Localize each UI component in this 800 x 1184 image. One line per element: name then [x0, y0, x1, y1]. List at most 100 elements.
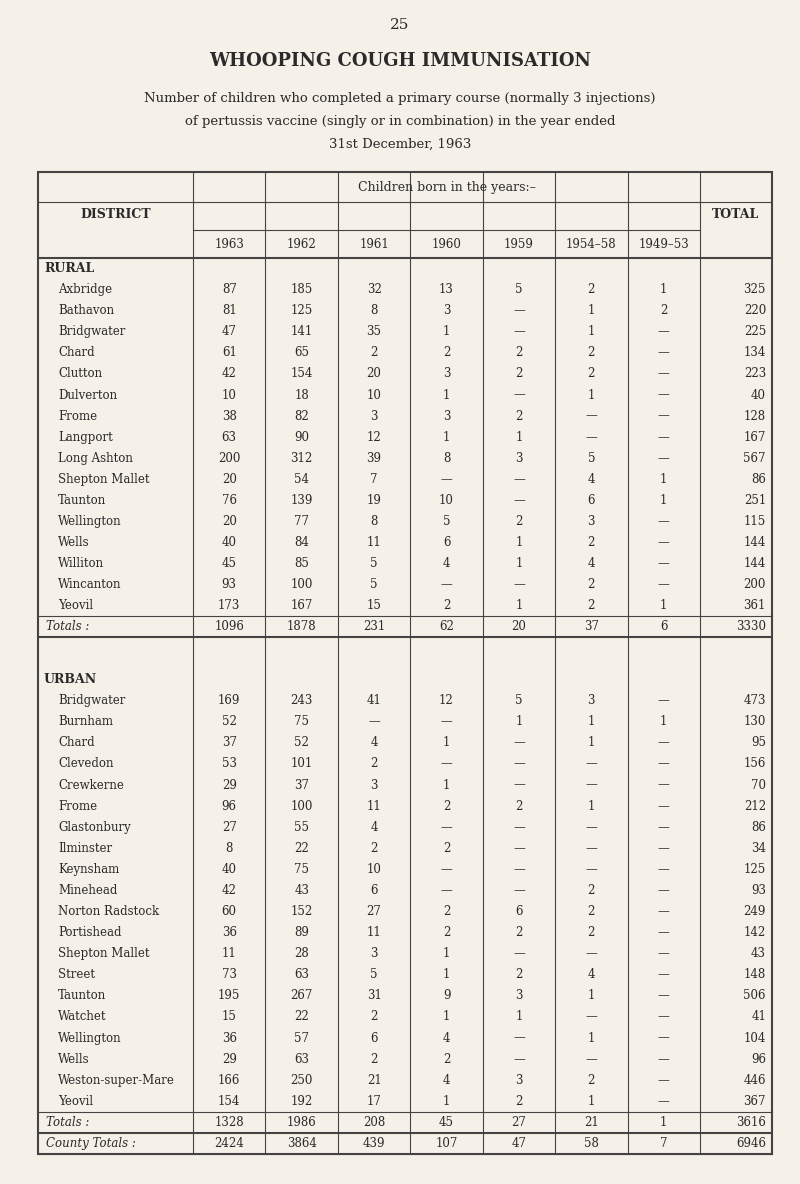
Text: 4: 4 [370, 821, 378, 834]
Text: 82: 82 [294, 410, 309, 423]
Text: 29: 29 [222, 1053, 237, 1066]
Text: —: — [658, 758, 670, 771]
Text: 2: 2 [588, 536, 595, 549]
Text: 130: 130 [744, 715, 766, 728]
Text: 115: 115 [744, 515, 766, 528]
Text: Wellington: Wellington [58, 515, 122, 528]
Text: 128: 128 [744, 410, 766, 423]
Text: 2: 2 [515, 367, 522, 380]
Text: 139: 139 [290, 494, 313, 507]
Text: 61: 61 [222, 347, 237, 360]
Text: —: — [658, 347, 670, 360]
Text: —: — [658, 799, 670, 812]
Text: 104: 104 [744, 1031, 766, 1044]
Text: 2: 2 [588, 905, 595, 918]
Text: DISTRICT: DISTRICT [80, 208, 151, 221]
Text: Street: Street [58, 969, 95, 982]
Text: 43: 43 [751, 947, 766, 960]
Text: 11: 11 [366, 536, 382, 549]
Text: 3864: 3864 [286, 1137, 317, 1150]
Text: 1: 1 [660, 599, 667, 612]
Text: 4: 4 [588, 969, 595, 982]
Text: 1: 1 [588, 799, 595, 812]
Text: 1: 1 [515, 536, 522, 549]
Text: 1: 1 [443, 947, 450, 960]
Text: Frome: Frome [58, 799, 97, 812]
Text: 1959: 1959 [504, 238, 534, 251]
Text: 17: 17 [366, 1095, 382, 1108]
Text: —: — [586, 1053, 598, 1066]
Text: 89: 89 [294, 926, 309, 939]
Text: 5: 5 [370, 578, 378, 591]
Text: 25: 25 [390, 18, 410, 32]
Text: Burnham: Burnham [58, 715, 113, 728]
Text: Dulverton: Dulverton [58, 388, 117, 401]
Text: 185: 185 [290, 283, 313, 296]
Text: 6: 6 [588, 494, 595, 507]
Text: 3: 3 [370, 410, 378, 423]
Text: 54: 54 [294, 472, 309, 485]
Text: 3: 3 [515, 1074, 522, 1087]
Text: —: — [586, 1010, 598, 1023]
Text: Totals :: Totals : [46, 1115, 90, 1128]
Bar [38, 172, 772, 1154]
Text: 1986: 1986 [286, 1115, 317, 1128]
Text: 152: 152 [290, 905, 313, 918]
Text: 1328: 1328 [214, 1115, 244, 1128]
Text: 9: 9 [442, 990, 450, 1003]
Text: 1: 1 [515, 599, 522, 612]
Text: 13: 13 [439, 283, 454, 296]
Text: 57: 57 [294, 1031, 309, 1044]
Text: 3: 3 [588, 515, 595, 528]
Text: 3: 3 [442, 304, 450, 317]
Text: —: — [586, 410, 598, 423]
Text: 47: 47 [222, 326, 237, 339]
Text: 1: 1 [588, 1095, 595, 1108]
Text: 86: 86 [751, 821, 766, 834]
Text: 45: 45 [222, 558, 237, 571]
Text: 15: 15 [366, 599, 382, 612]
Text: 4: 4 [442, 1031, 450, 1044]
Text: —: — [658, 578, 670, 591]
Text: 2: 2 [588, 884, 595, 897]
Text: 75: 75 [294, 863, 309, 876]
Text: Wincanton: Wincanton [58, 578, 122, 591]
Text: 76: 76 [222, 494, 237, 507]
Text: 40: 40 [222, 863, 237, 876]
Text: 208: 208 [363, 1115, 385, 1128]
Text: Taunton: Taunton [58, 990, 106, 1003]
Text: 11: 11 [366, 926, 382, 939]
Text: 37: 37 [294, 779, 309, 792]
Text: —: — [658, 842, 670, 855]
Text: 195: 195 [218, 990, 241, 1003]
Text: —: — [658, 1031, 670, 1044]
Text: —: — [513, 736, 525, 749]
Text: 2: 2 [370, 347, 378, 360]
Text: 1: 1 [588, 1031, 595, 1044]
Text: 85: 85 [294, 558, 309, 571]
Text: 144: 144 [744, 558, 766, 571]
Text: 2: 2 [370, 758, 378, 771]
Text: 439: 439 [363, 1137, 386, 1150]
Text: Minehead: Minehead [58, 884, 118, 897]
Text: —: — [658, 536, 670, 549]
Text: 6946: 6946 [736, 1137, 766, 1150]
Text: —: — [658, 1074, 670, 1087]
Text: 1: 1 [515, 1010, 522, 1023]
Text: —: — [658, 452, 670, 465]
Text: 1961: 1961 [359, 238, 389, 251]
Text: 446: 446 [743, 1074, 766, 1087]
Text: Chard: Chard [58, 736, 94, 749]
Text: —: — [586, 758, 598, 771]
Text: 1: 1 [660, 494, 667, 507]
Text: 29: 29 [222, 779, 237, 792]
Text: 2: 2 [443, 599, 450, 612]
Text: 1: 1 [443, 969, 450, 982]
Text: —: — [586, 842, 598, 855]
Text: Chard: Chard [58, 347, 94, 360]
Text: 52: 52 [294, 736, 309, 749]
Text: 1878: 1878 [287, 620, 317, 633]
Text: 41: 41 [366, 694, 382, 707]
Text: 4: 4 [442, 558, 450, 571]
Text: 21: 21 [366, 1074, 382, 1087]
